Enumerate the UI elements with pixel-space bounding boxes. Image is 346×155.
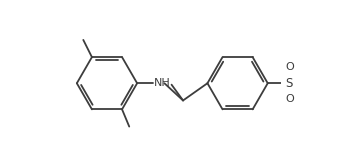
Text: O: O <box>285 62 294 72</box>
Text: O: O <box>285 94 294 104</box>
Text: S: S <box>285 77 293 90</box>
Text: NH: NH <box>154 78 171 88</box>
